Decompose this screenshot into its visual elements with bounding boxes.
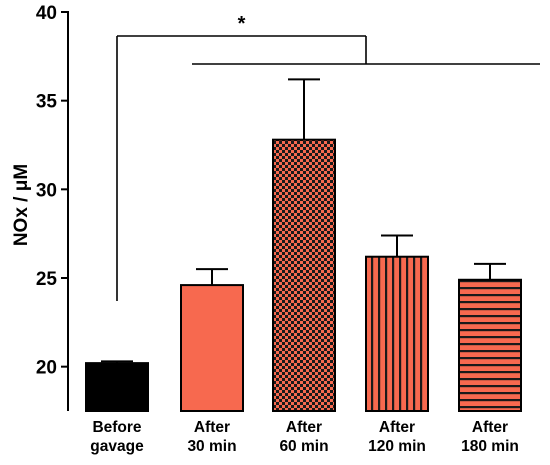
bar xyxy=(458,278,522,413)
y-axis-title: NOx / μM xyxy=(11,164,32,246)
category-label: Before gavage xyxy=(90,419,144,455)
y-tick-label: 40 xyxy=(36,3,57,24)
bar xyxy=(272,138,336,412)
category-label: After 180 min xyxy=(461,419,519,455)
bar xyxy=(180,284,244,412)
y-axis: 20 25 30 35 40 xyxy=(36,3,69,411)
y-tick-label: 35 xyxy=(36,92,58,113)
bars xyxy=(85,138,522,413)
y-tick-label: 25 xyxy=(36,269,58,290)
y-tick-label: 20 xyxy=(36,358,57,379)
significance-label: * xyxy=(238,13,246,35)
category-labels: Before gavage After 30 min After 60 min After 1… xyxy=(90,419,519,455)
error-bars xyxy=(101,78,506,364)
y-tick-label: 30 xyxy=(36,180,57,201)
category-label: After 30 min xyxy=(187,419,236,455)
category-label: After 60 min xyxy=(279,419,328,455)
bar xyxy=(85,362,149,412)
bar xyxy=(365,255,429,412)
significance-bracket xyxy=(116,35,540,301)
category-label: After 120 min xyxy=(368,419,426,455)
